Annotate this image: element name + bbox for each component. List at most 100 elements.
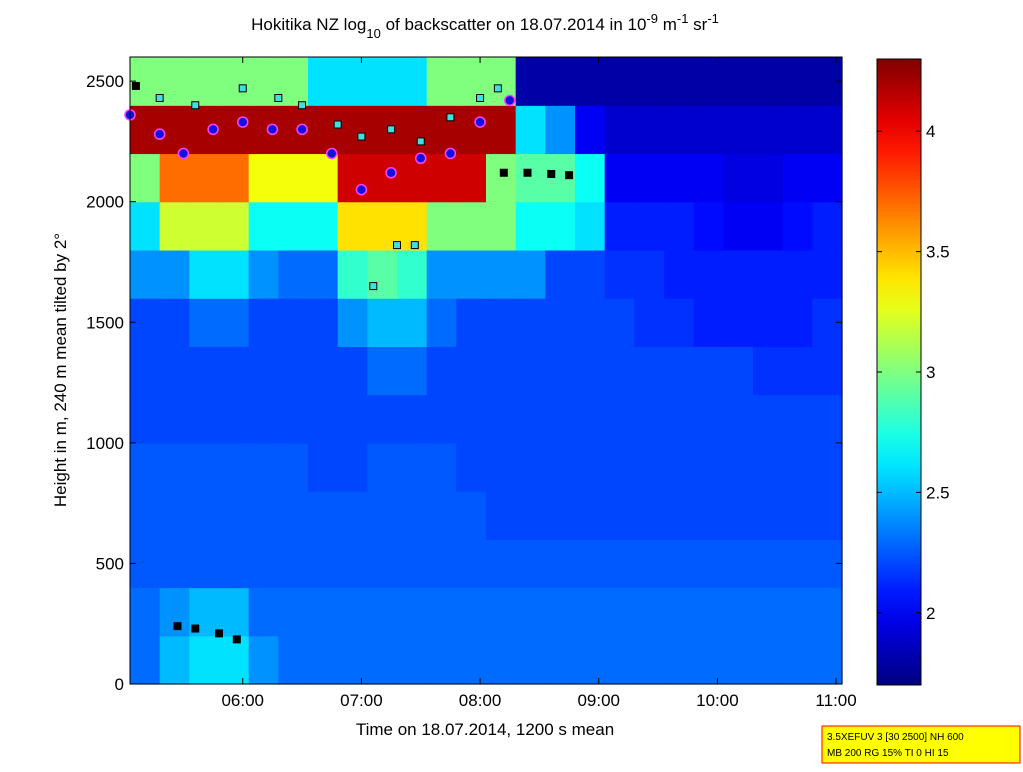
overlay-circle [355,183,368,196]
heatmap-cell [248,394,279,444]
heatmap-cell [515,153,546,203]
heatmap-cell [693,105,724,155]
heatmap-cell [189,153,220,203]
heatmap-cell [575,201,606,251]
heatmap-cell [723,587,754,637]
colorbar-tick-label: 3.5 [926,243,950,262]
heatmap-cell [426,346,457,396]
heatmap-cell [189,491,220,540]
heatmap-cell [219,153,250,203]
overlay-square [565,171,574,180]
heatmap-cell [367,346,398,396]
heatmap-cell [130,442,161,492]
heatmap-cell [456,635,487,685]
heatmap-cell [723,491,754,540]
heatmap-cell [456,201,487,251]
heatmap-cell [397,491,428,540]
heatmap-cell [426,442,457,492]
heatmap-cell [278,635,309,685]
heatmap-cell [130,635,161,685]
heatmap-cell [159,57,190,106]
heatmap-cell [812,105,843,155]
heatmap-cell [308,635,339,685]
info-text: MB 200 RG 15% TI 0 HI 15 [827,748,949,759]
y-tick-label: 2000 [86,193,124,212]
heatmap-cell [337,394,368,444]
heatmap-cell [337,587,368,637]
info-text: 3.5XEFUV 3 [30 2500] NH 600 [827,732,964,743]
heatmap-cell [337,442,368,492]
overlay-circle [414,152,427,165]
heatmap-cell [159,105,190,155]
heatmap-cell [812,394,843,444]
heatmap-cell [130,394,161,444]
heatmap-cell [397,105,428,155]
heatmap-cell [456,153,487,203]
x-tick-label: 08:00 [459,691,502,710]
heatmap-cell [575,249,606,299]
heatmap-cell [308,201,339,251]
heatmap-cell [426,298,457,347]
overlay-square [393,241,401,250]
heatmap-cell [693,635,724,685]
heatmap-cell [753,249,784,299]
heatmap-cell [308,249,339,299]
heatmap-cell [130,201,161,251]
heatmap-cell [248,491,279,540]
heatmap-cell [130,346,161,396]
heatmap-cell [812,153,843,203]
heatmap-cell [159,249,190,299]
heatmap-cell [693,539,724,589]
heatmap-cell [753,201,784,251]
heatmap-cell [219,587,250,637]
x-tick-label: 11:00 [815,691,856,710]
heatmap-cell [278,539,309,589]
overlay-circle [385,167,397,179]
heatmap-cell [812,442,843,492]
heatmap-cell [604,201,635,251]
heatmap-cell [308,57,339,106]
heatmap-cell [515,201,546,251]
heatmap-cell [189,201,220,251]
heatmap-cell [278,587,309,637]
heatmap-cell [693,587,724,637]
overlay-square [131,81,140,90]
heatmap-cell [634,57,665,106]
heatmap-cell [664,346,695,396]
heatmap-cell [693,249,724,299]
overlay-square [333,120,342,129]
heatmap-cell [308,153,339,203]
heatmap-cell [604,394,635,444]
heatmap-cell [486,298,517,347]
heatmap-cell [575,394,606,444]
heatmap-cell [693,346,724,396]
heatmap-cell [634,635,665,685]
heatmap-cell [426,491,457,540]
heatmap-cell [604,442,635,492]
title-part: -9 [646,11,658,26]
heatmap-cell [634,442,665,492]
overlay-square [232,635,241,644]
plot-frame [129,56,843,685]
heatmap-cell [367,491,398,540]
heatmap-cell [426,249,457,299]
heatmap-cell [515,105,546,155]
heatmap-cell [575,587,606,637]
title-part: sr [688,15,707,34]
heatmap-cell [782,201,813,251]
heatmap-cell [278,249,309,299]
heatmap-cell [782,105,813,155]
heatmap-cell [812,249,843,299]
heatmap-cell [337,539,368,589]
heatmap-cell [159,153,190,203]
heatmap-cell [367,394,398,444]
heatmap-cell [753,587,784,637]
heatmap-cell [278,201,309,251]
overlay-circle [503,94,516,107]
heatmap-cell [337,105,368,155]
heatmap-cell [456,539,487,589]
heatmap-cell [397,394,428,444]
heatmap-cell [130,249,161,299]
heatmap-cell [782,587,813,637]
heatmap-cell [278,153,309,203]
